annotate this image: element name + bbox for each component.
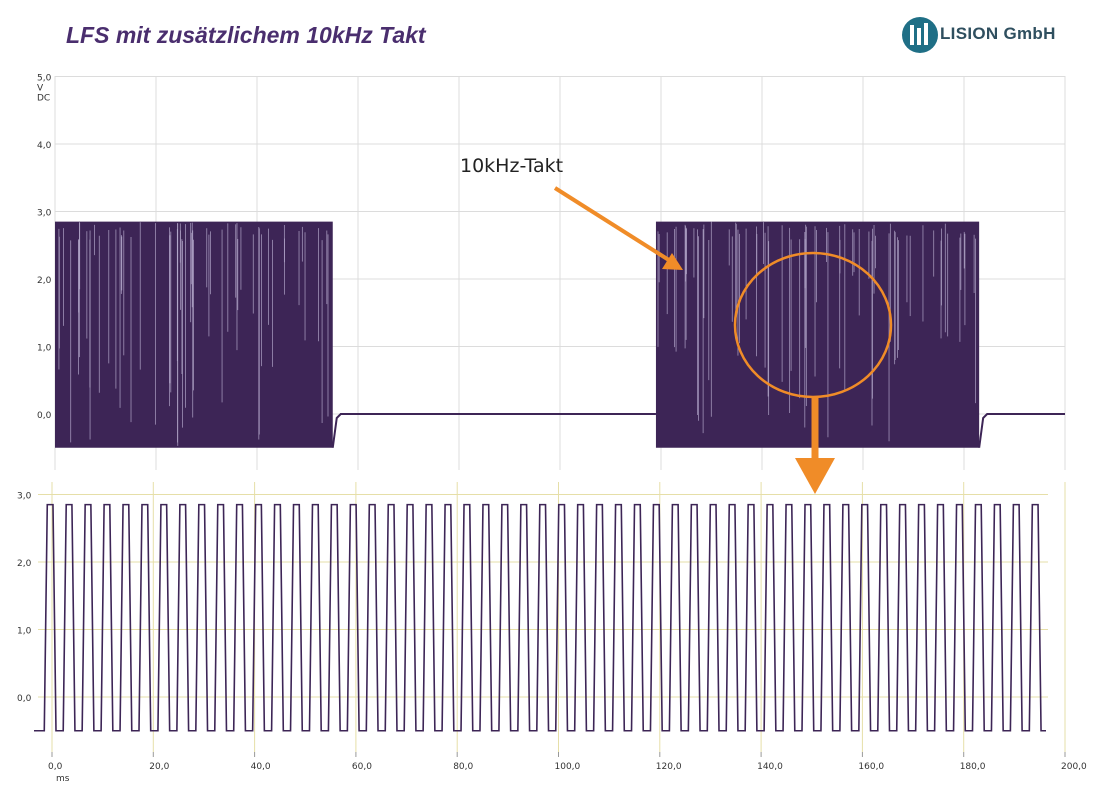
annotation-arrow [553,186,674,264]
zoom-clock-signal [34,503,1046,732]
top-y-tick-label: 1,0 [37,344,52,354]
annotation-layer: 10kHz-Takt [460,155,893,494]
top-dc-level [331,413,656,448]
logo-text: LISION GmbH [940,24,1056,43]
logo-icon [902,17,938,53]
company-logo: LISION GmbH [900,12,1080,58]
zoom-arrow-head [795,458,835,494]
zoom-highlight-circle [733,251,893,399]
zoom-chart-signal [34,503,1046,732]
x-tick-label: 100,0 [555,762,581,772]
x-tick-label: 120,0 [656,762,682,772]
annotation-label: 10kHz-Takt [460,155,563,177]
top-y-unit-label: DC [37,94,50,104]
top-y-tick-label: 2,0 [37,276,52,286]
zoom-y-tick-label: 1,0 [17,627,32,637]
x-axis-unit: ms [56,774,70,784]
x-tick-label: 20,0 [149,762,169,772]
top-y-tick-label: 4,0 [37,141,52,151]
zoom-y-tick-label: 2,0 [17,559,32,569]
slide-title: LFS mit zusätzlichem 10kHz Takt [66,22,426,48]
x-axis: 0,0 20,0 40,0 60,0 80,0 100,0 120,0 140,0 160,0 1… [48,752,1087,784]
x-tick-label: 0,0 [48,762,63,772]
x-tick-label: 180,0 [960,762,986,772]
x-tick-label: 60,0 [352,762,372,772]
x-tick-label: 140,0 [757,762,783,772]
x-tick-label: 200,0 [1061,762,1087,772]
zoom-chart-grid [38,482,1066,752]
top-y-unit-label: V [37,84,44,94]
top-dc-level [978,413,1065,448]
top-y-tick-label: 0,0 [37,411,52,421]
top-y-tick-label: 5,0 [37,74,52,84]
zoom-y-tick-label: 0,0 [17,694,32,704]
zoom-chart-y-axis: 3,0 2,0 1,0 0,0 [17,492,32,705]
annotation-arrow-head [662,253,683,270]
zoom-y-tick-label: 3,0 [17,492,32,502]
top-y-tick-label: 3,0 [37,209,52,219]
top-chart-y-axis: 5,0 4,0 3,0 2,0 1,0 0,0 VDC [37,74,52,422]
x-tick-label: 160,0 [858,762,884,772]
x-tick-label: 40,0 [251,762,271,772]
x-tick-label: 80,0 [453,762,473,772]
